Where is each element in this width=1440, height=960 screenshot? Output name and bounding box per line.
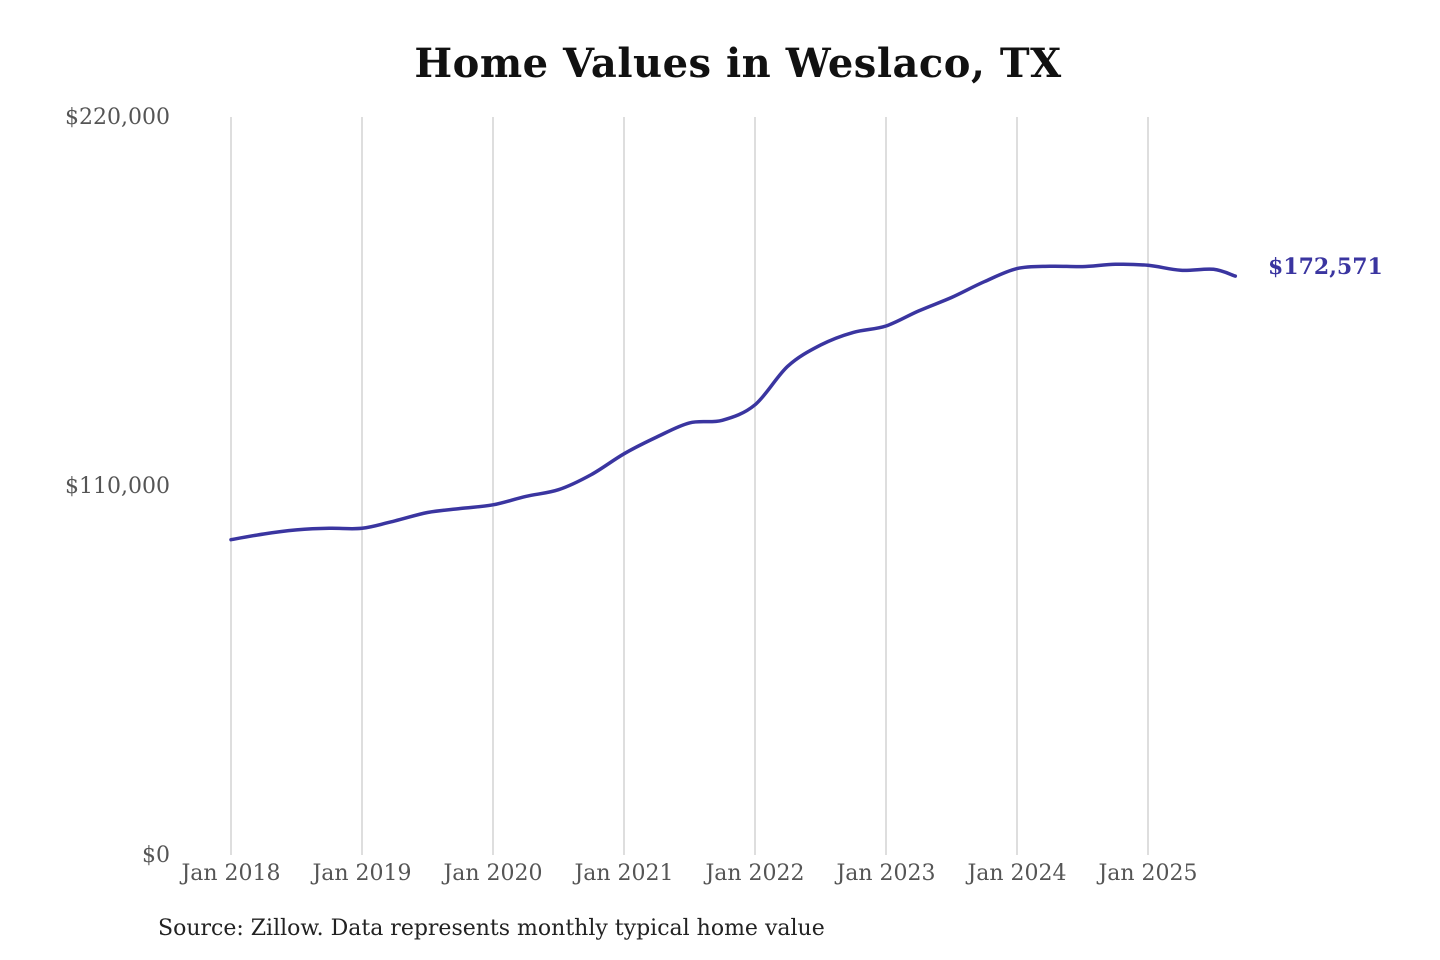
y-tick-label: $220,000 <box>65 105 170 130</box>
x-tick-label: Jan 2018 <box>179 861 280 886</box>
home-value-series-line <box>229 262 1238 542</box>
x-tick-label: Jan 2019 <box>310 861 411 886</box>
series <box>229 262 1238 542</box>
y-tick-label: $110,000 <box>65 474 170 499</box>
source-note: Source: Zillow. Data represents monthly … <box>158 916 825 941</box>
x-tick-label: Jan 2024 <box>965 861 1066 886</box>
x-tick-label: Jan 2022 <box>703 861 804 886</box>
y-axis-tick-labels: $220,000 $110,000 $0 <box>65 105 170 868</box>
x-tick-label: Jan 2021 <box>572 861 673 886</box>
y-tick-label: $0 <box>142 843 170 868</box>
x-tick-label: Jan 2025 <box>1096 861 1197 886</box>
x-axis-tick-labels: Jan 2018 Jan 2019 Jan 2020 Jan 2021 Jan 2022… <box>179 861 1197 886</box>
x-tick-label: Jan 2023 <box>834 861 935 886</box>
grid-lines <box>230 117 1149 855</box>
end-value-label: $172,571 <box>1268 254 1383 280</box>
chart-title: Home Values in Weslaco, TX <box>414 40 1062 87</box>
x-tick-label: Jan 2020 <box>441 861 542 886</box>
